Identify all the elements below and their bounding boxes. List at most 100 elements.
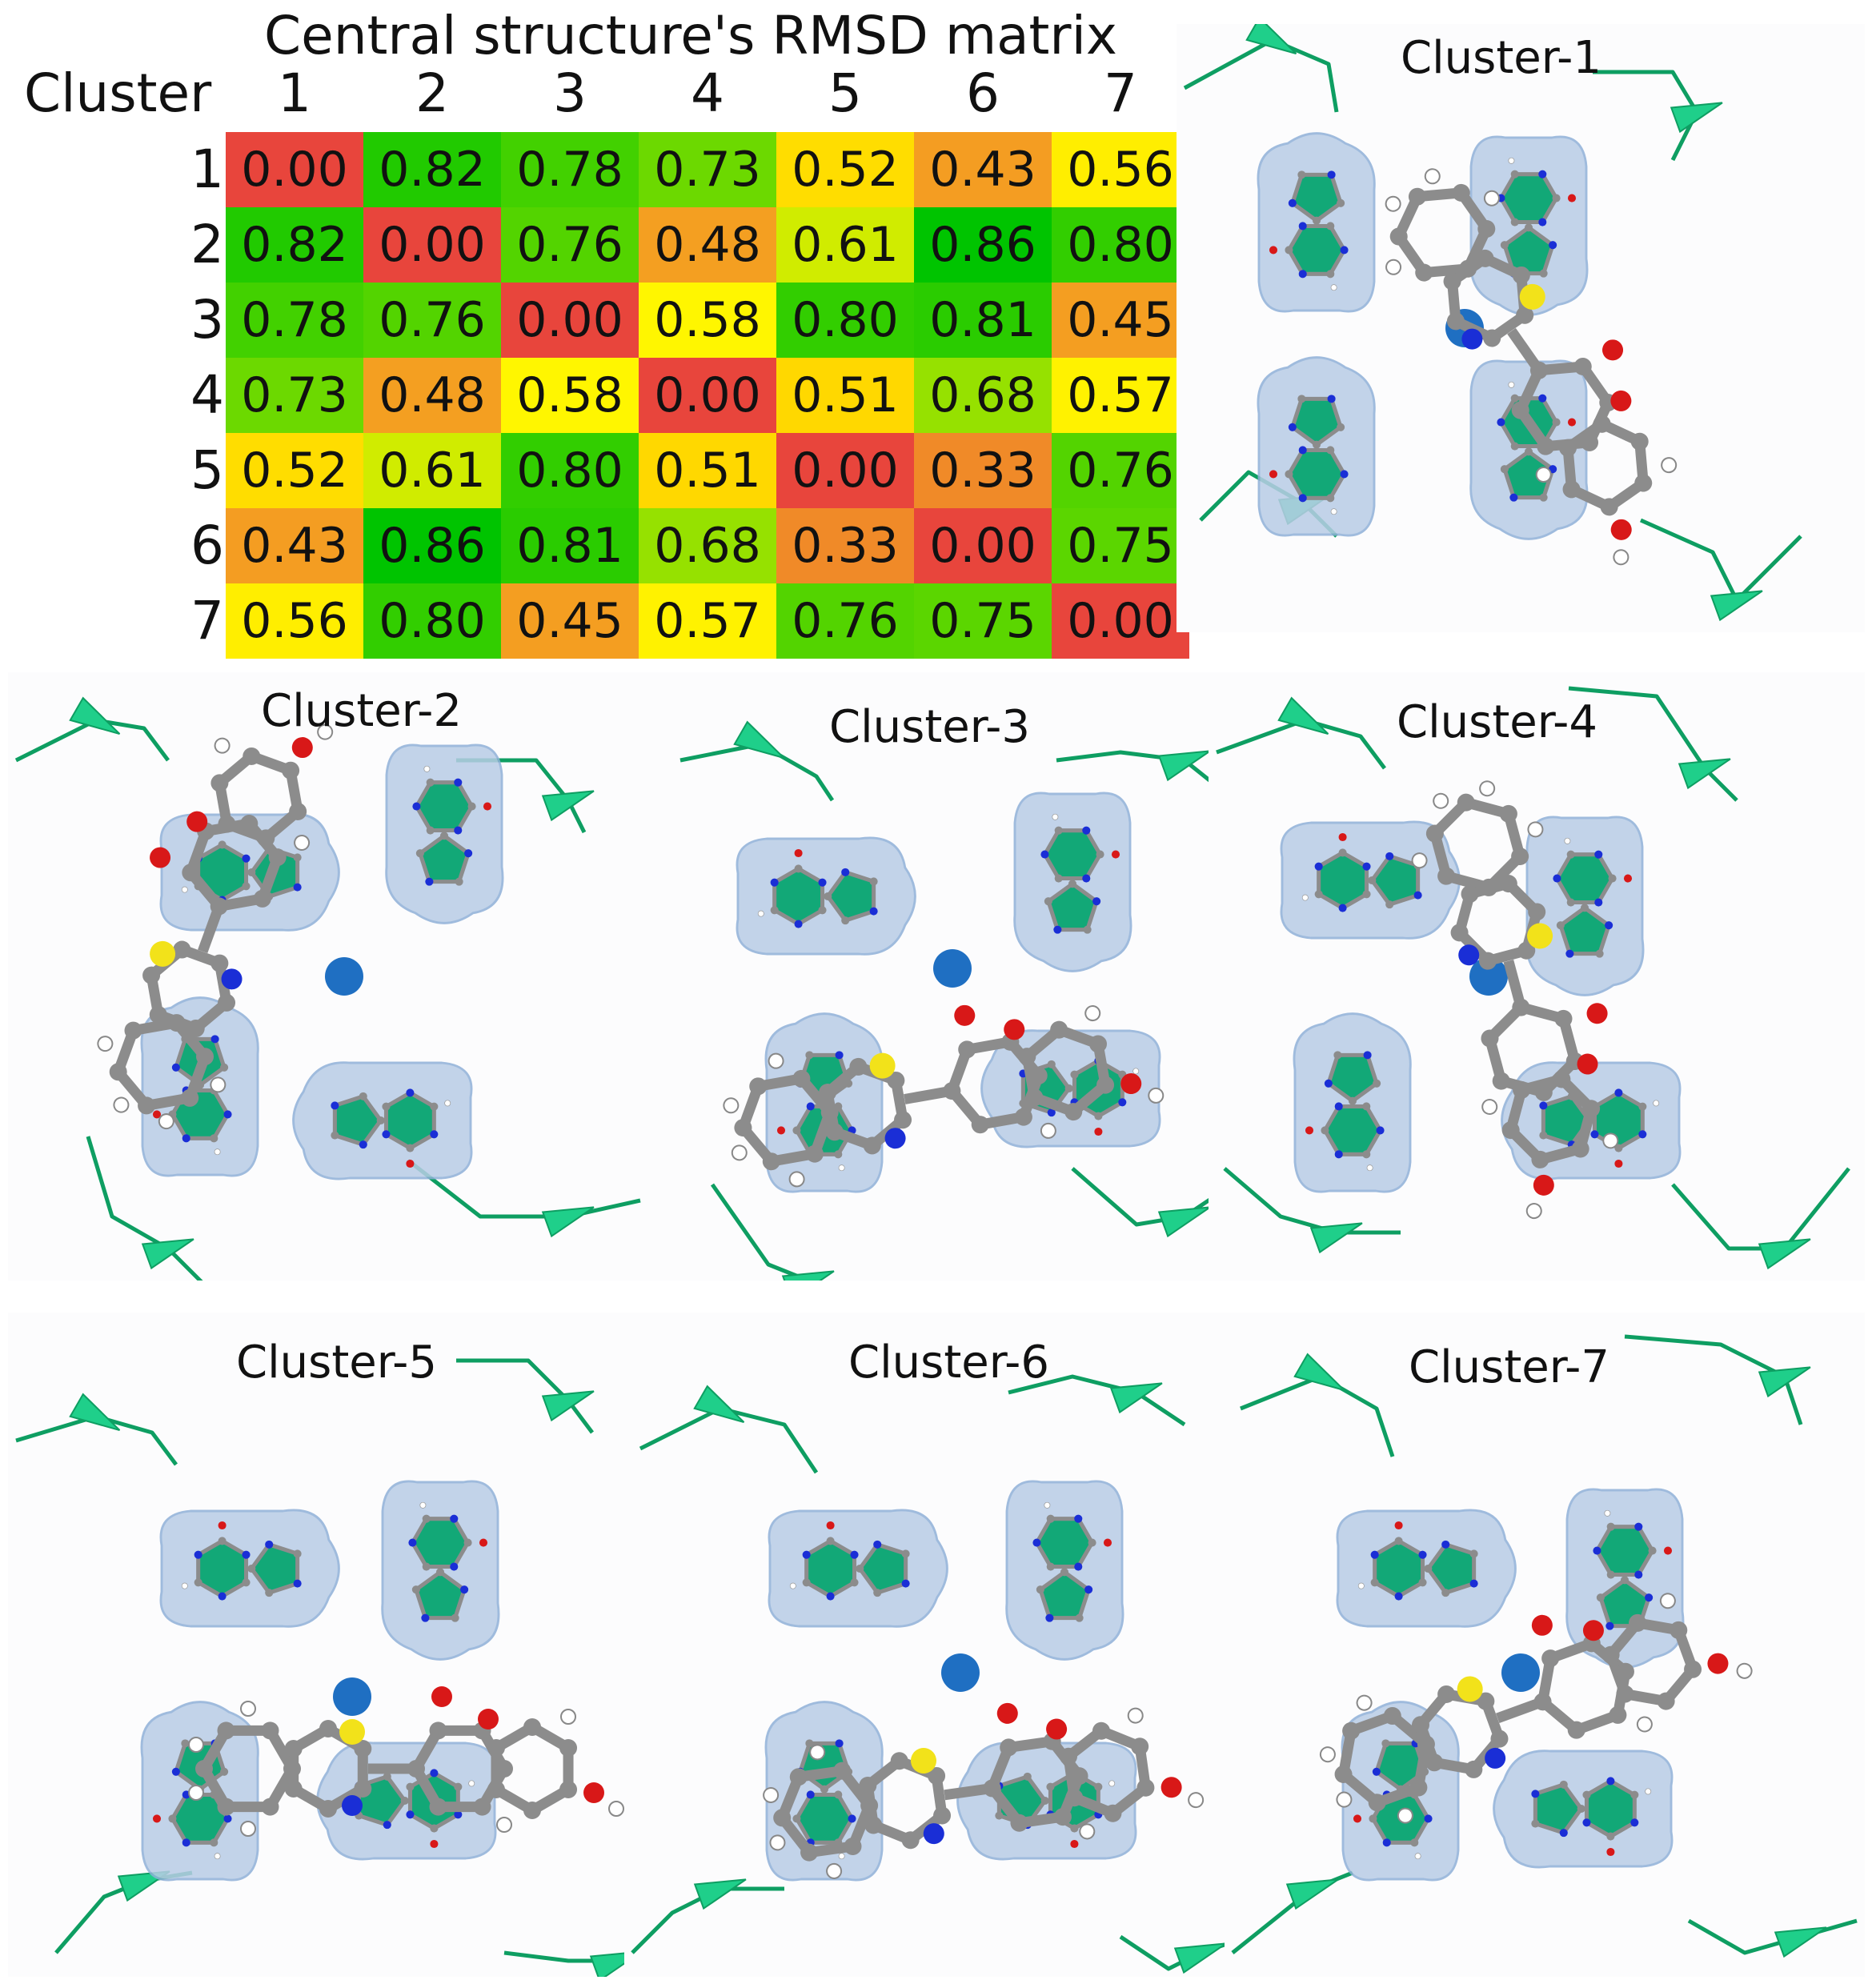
- base-ring: [1594, 1525, 1655, 1577]
- atom: [1531, 1150, 1549, 1168]
- atom: [1481, 1029, 1499, 1048]
- atom: [806, 1102, 815, 1111]
- atom: [430, 1130, 439, 1139]
- atom: [849, 1057, 868, 1076]
- atom: [826, 1592, 835, 1601]
- atom: [770, 878, 779, 887]
- atom: [1046, 1514, 1055, 1523]
- atom: [261, 1721, 279, 1740]
- hydrogen-atom: [1336, 1791, 1353, 1808]
- strand-arrow: [1758, 1366, 1811, 1398]
- guanine-base: [381, 1480, 500, 1661]
- atom: [1059, 1747, 1077, 1766]
- atom: [1363, 1051, 1372, 1060]
- atom: [430, 1824, 439, 1833]
- atom: [454, 826, 463, 835]
- atom: [1606, 1832, 1615, 1841]
- atom: [841, 916, 850, 925]
- matrix-cell: 0.33: [776, 508, 914, 583]
- atom: [1326, 494, 1335, 503]
- atom: [168, 1814, 177, 1823]
- guanine-base: [385, 743, 504, 924]
- atom: [1524, 223, 1533, 232]
- atom: [869, 877, 878, 886]
- oxygen-atom: [1707, 1653, 1729, 1674]
- atom: [382, 1130, 391, 1139]
- atom: [435, 1568, 445, 1577]
- atom: [1517, 941, 1536, 960]
- oxygen-atom: [1582, 1620, 1604, 1641]
- atom: [1567, 194, 1577, 202]
- atom: [818, 878, 827, 887]
- hydrogen-atom: [294, 834, 311, 851]
- atom: [776, 1126, 786, 1135]
- atom: [1645, 1593, 1654, 1602]
- atom: [284, 1740, 303, 1758]
- atom: [1372, 1767, 1381, 1776]
- atom: [1326, 446, 1335, 455]
- atom: [1288, 198, 1297, 207]
- atom: [1500, 465, 1509, 474]
- backbone-ribbon: [1056, 750, 1226, 794]
- oxygen-atom: [150, 847, 171, 868]
- base-ring: [1501, 449, 1556, 500]
- strand-arrow: [1670, 102, 1723, 134]
- atom: [1531, 1790, 1540, 1798]
- base-ring: [1322, 1104, 1383, 1156]
- oxygen-atom: [1120, 1073, 1142, 1095]
- atom: [1089, 1035, 1108, 1053]
- hydrogen-atom: [608, 1801, 624, 1817]
- base-ring: [1541, 1093, 1592, 1148]
- matrix-cell: 0.48: [639, 207, 776, 283]
- matrix-cell: 0.00: [501, 283, 639, 358]
- atom: [863, 1136, 881, 1155]
- hydrogen-atom: [1411, 852, 1428, 869]
- base-ring: [1498, 172, 1559, 225]
- atom: [463, 1538, 472, 1547]
- atom: [1684, 1660, 1702, 1678]
- atom: [1362, 1150, 1371, 1159]
- matrix-cell: 0.45: [1052, 283, 1189, 358]
- matrix-cell: 0.80: [1052, 207, 1189, 283]
- atom: [439, 832, 449, 840]
- oxygen-atom: [1602, 339, 1624, 361]
- atom: [167, 1014, 186, 1032]
- atom: [1131, 1737, 1149, 1756]
- atom: [1549, 241, 1557, 250]
- atom: [1663, 1546, 1673, 1555]
- strand-arrow: [541, 1206, 595, 1238]
- matrix-cell: 0.75: [1052, 508, 1189, 583]
- atom: [429, 1798, 447, 1816]
- atom: [1340, 470, 1349, 479]
- atom: [1457, 793, 1475, 812]
- atom: [1450, 924, 1469, 942]
- atom: [1501, 1121, 1520, 1140]
- base-ring: [249, 1541, 300, 1596]
- atom: [1614, 1159, 1623, 1168]
- atom: [983, 1779, 1001, 1798]
- strand-arrow: [693, 1385, 745, 1423]
- atom: [1068, 880, 1077, 888]
- atom: [805, 1051, 814, 1060]
- atom: [1582, 1790, 1591, 1799]
- matrix-cell: 0.68: [914, 358, 1052, 433]
- atom: [138, 1096, 156, 1115]
- atom: [1327, 170, 1336, 179]
- hydrogen-atom: [1659, 1593, 1676, 1609]
- ligand: [723, 1004, 1164, 1188]
- atom: [257, 829, 275, 848]
- atom: [1029, 1066, 1048, 1084]
- sulfur-atom: [339, 1719, 365, 1745]
- matrix-cell: 0.00: [914, 508, 1052, 583]
- atom: [124, 1021, 142, 1040]
- atom: [1538, 218, 1547, 226]
- backbone-ribbon: [1008, 1374, 1186, 1427]
- atom: [792, 1126, 801, 1135]
- atom: [454, 778, 463, 787]
- base-ring: [1325, 1052, 1380, 1104]
- atom: [1477, 219, 1496, 238]
- atom: [240, 815, 259, 833]
- hydrogen-atom: [731, 1144, 748, 1161]
- atom: [1634, 1522, 1643, 1531]
- cluster-panel-2: Cluster-2: [8, 672, 672, 1281]
